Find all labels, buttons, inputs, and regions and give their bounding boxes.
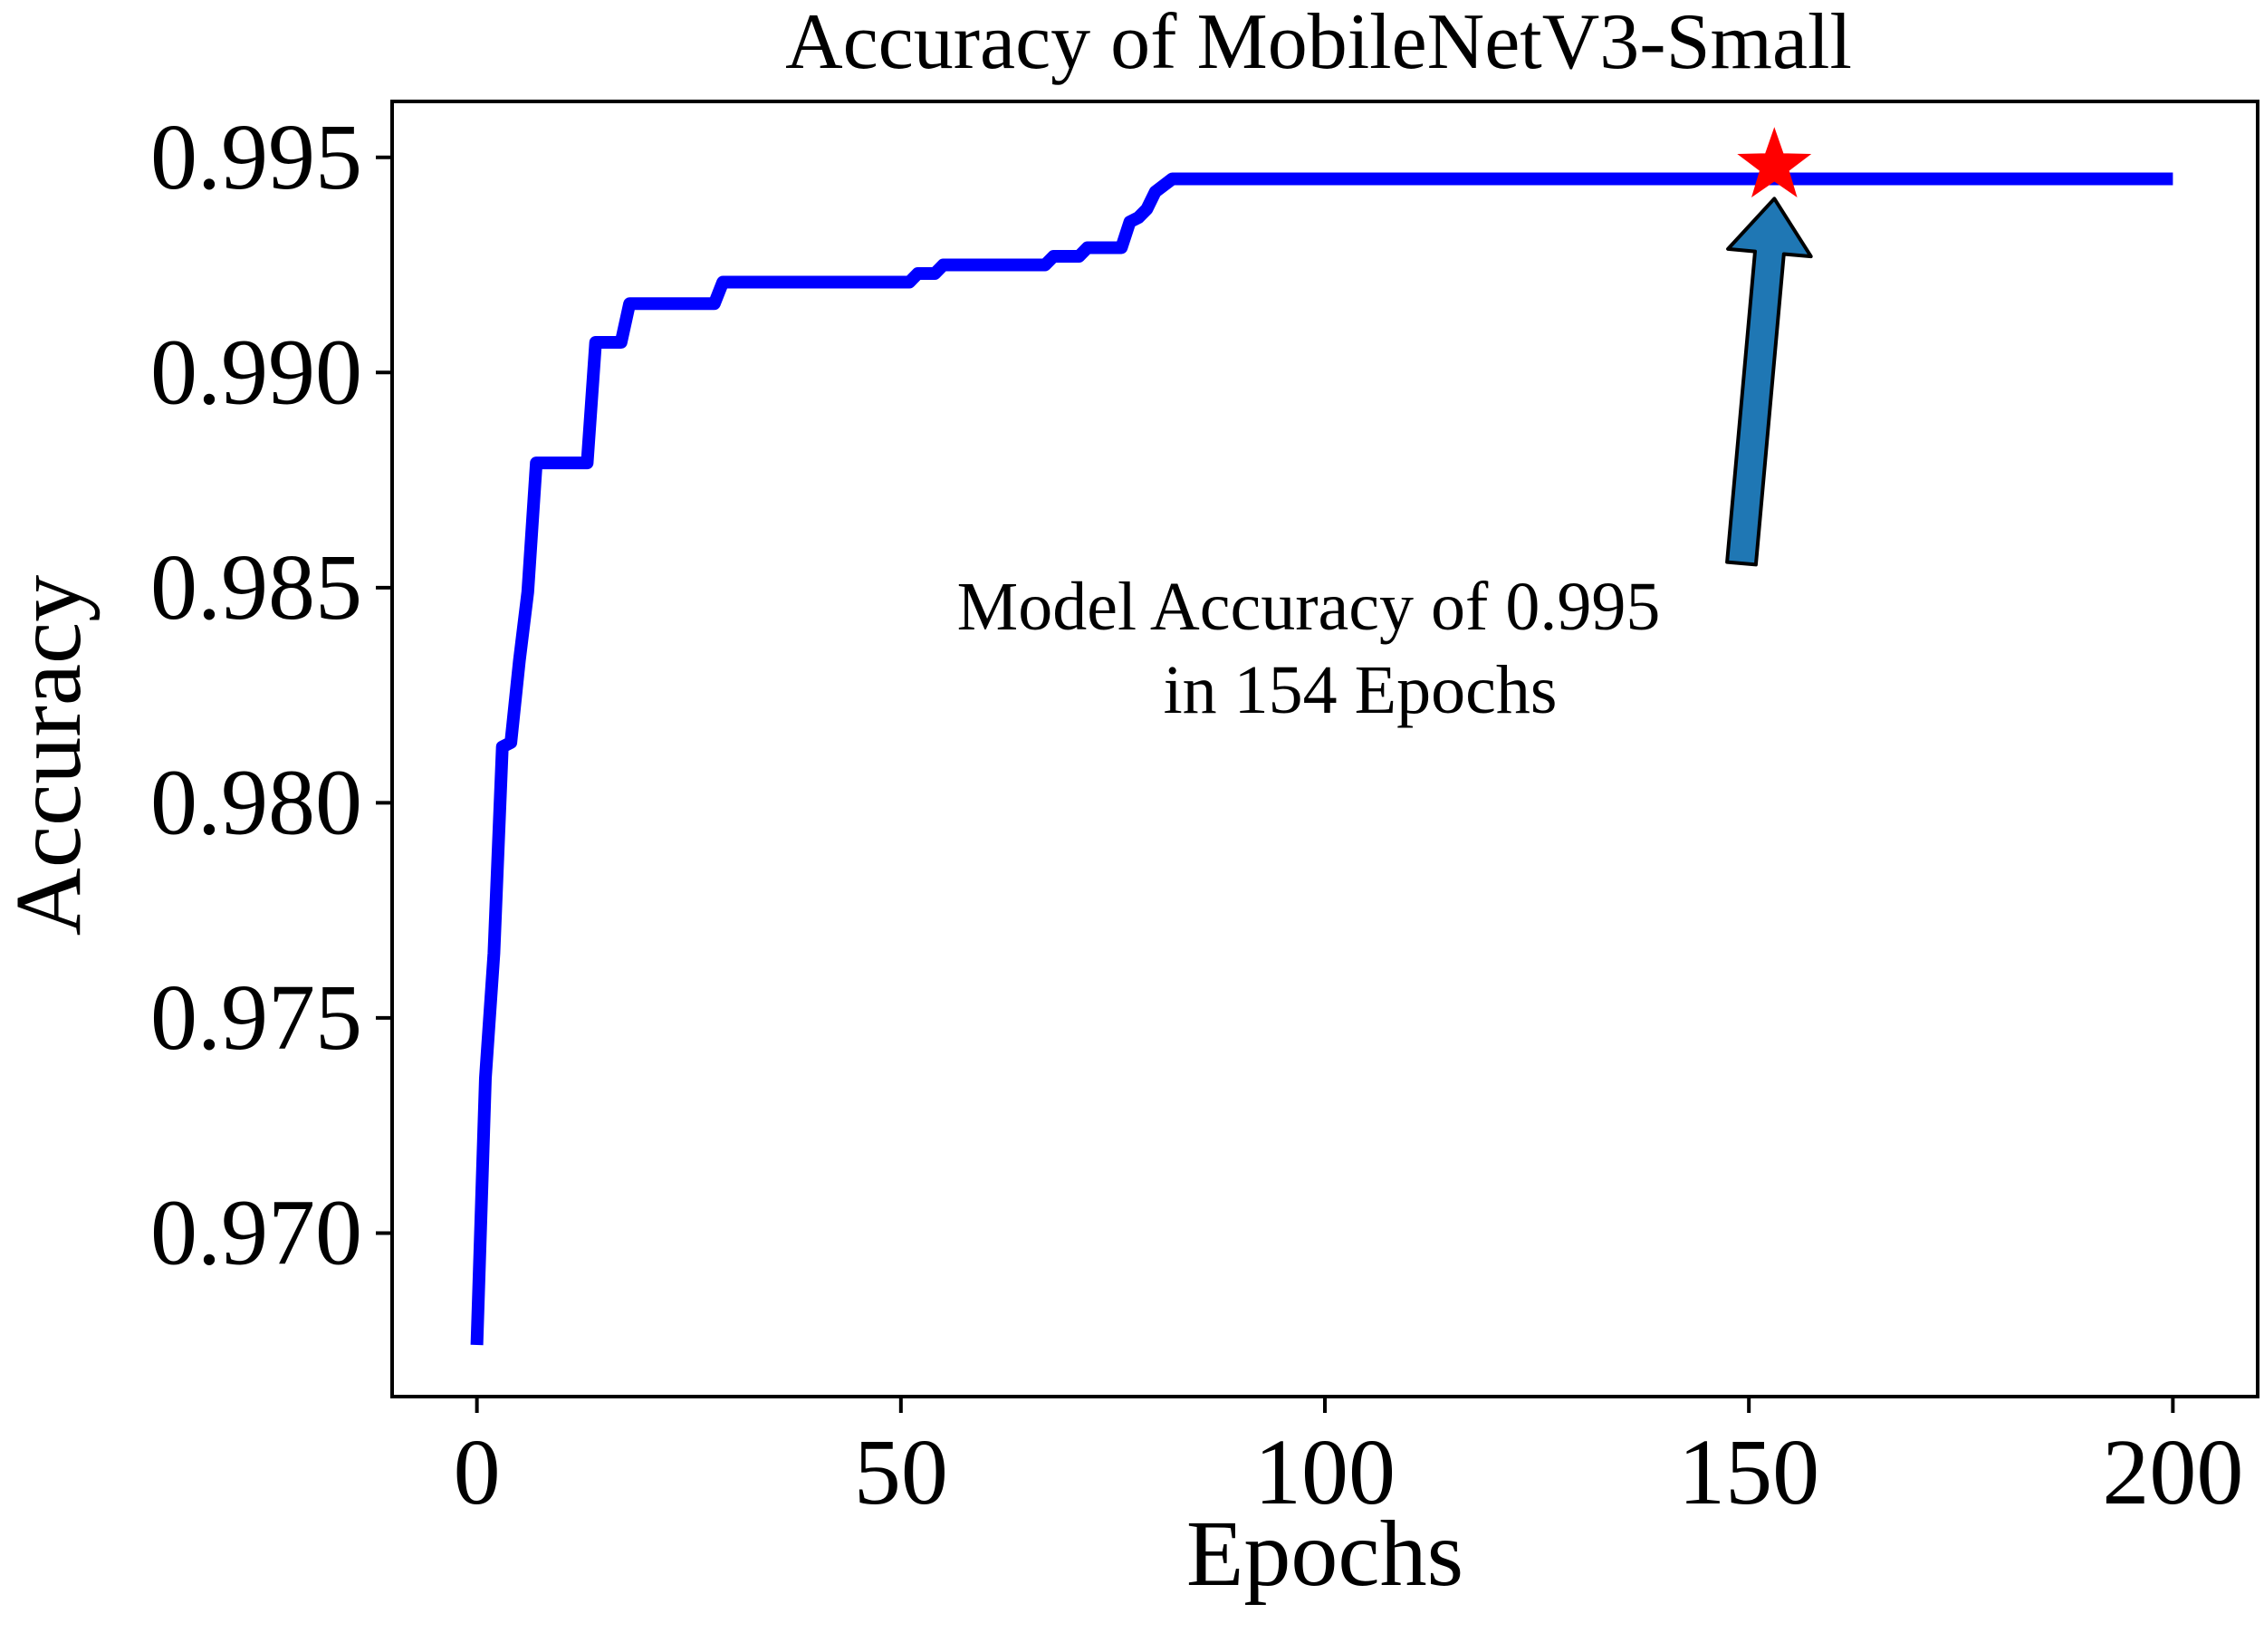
accuracy-series-line	[470, 172, 2173, 1346]
y-tick-label: 0.975	[150, 965, 362, 1070]
y-axis-label: Accuracy	[0, 575, 101, 936]
y-tick-label: 0.980	[150, 750, 362, 854]
y-tick-label: 0.970	[150, 1180, 362, 1284]
plot-area-frame	[390, 100, 2259, 1398]
y-tick-label: 0.985	[150, 535, 362, 639]
x-tick-label: 200	[2102, 1420, 2243, 1524]
annotation-text-line-2: in 154 Epochs	[1164, 652, 1558, 728]
best-accuracy-star-marker	[1737, 127, 1812, 198]
y-tick-label: 0.990	[150, 320, 362, 424]
x-tick-label: 50	[854, 1420, 948, 1524]
y-tick-label: 0.995	[150, 105, 362, 209]
annotation-arrow	[1725, 197, 1813, 567]
x-tick-label: 150	[1678, 1420, 1819, 1524]
x-axis: 0 50 100 150 200	[454, 1397, 2243, 1524]
x-tick-label: 0	[454, 1420, 501, 1524]
annotation-text-line-1: Model Accuracy of 0.995	[957, 569, 1661, 645]
x-axis-label: Epochs	[1186, 1502, 1463, 1606]
chart-title: Accuracy of MobileNetV3-Small	[785, 0, 1852, 86]
y-axis: 0.970 0.975 0.980 0.985 0.990 0.995	[150, 105, 392, 1284]
x-tick-label: 100	[1254, 1420, 1396, 1524]
